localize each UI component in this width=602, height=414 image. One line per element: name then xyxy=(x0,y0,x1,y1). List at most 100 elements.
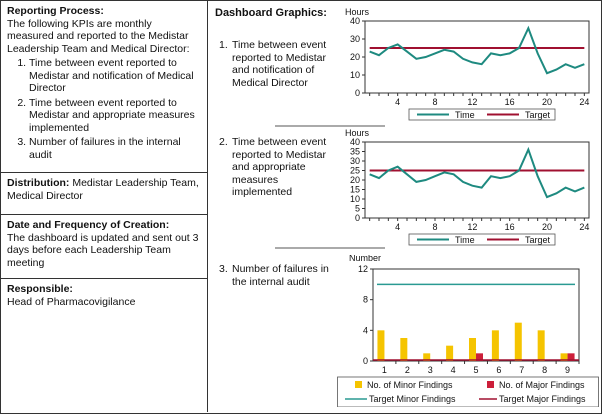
responsible-heading: Responsible: xyxy=(7,283,73,295)
y-axis-label: Hours xyxy=(345,128,370,138)
y-tick-label: 20 xyxy=(350,175,360,185)
x-tick-label: 7 xyxy=(519,365,524,375)
distribution-text: Medistar Leadership Team, Medical Direct… xyxy=(7,177,199,202)
x-tick-label: 20 xyxy=(542,222,552,232)
y-tick-label: 35 xyxy=(350,147,360,157)
dashboard-graphics-title: Dashboard Graphics: xyxy=(215,7,327,19)
y-tick-label: 25 xyxy=(350,166,360,176)
legend-target-minor-label: Target Minor Findings xyxy=(369,394,456,404)
responsible-section: Responsible: Head of Pharmacovigilance xyxy=(1,279,207,412)
legend-major-label: No. of Major Findings xyxy=(499,380,585,390)
legend-major-swatch xyxy=(487,381,494,388)
x-tick-label: 24 xyxy=(579,97,589,107)
legend-box xyxy=(408,233,556,246)
legend-minor-swatch xyxy=(355,381,362,388)
chart3-text: Number of failures in the internal audit xyxy=(232,263,329,288)
minor-findings-bar xyxy=(400,338,408,361)
frequency-section: Date and Frequency of Creation: The dash… xyxy=(1,215,207,279)
legend-time-label: Time xyxy=(455,235,475,245)
legend-target-label: Target xyxy=(525,110,551,120)
frequency-text: The dashboard is updated and sent out 3 … xyxy=(7,231,199,269)
legend-box xyxy=(337,376,599,407)
y-tick-label: 0 xyxy=(355,88,360,98)
minor-findings-bar xyxy=(423,353,431,361)
legend-time-label: Time xyxy=(455,110,475,120)
y-tick-label: 0 xyxy=(363,356,368,366)
reporting-intro: The following KPIs are monthly measured … xyxy=(7,17,190,55)
responsible-text: Head of Pharmacovigilance xyxy=(7,295,136,308)
left-column: Reporting Process: The following KPIs ar… xyxy=(1,1,208,412)
y-tick-label: 10 xyxy=(350,194,360,204)
minor-findings-bar xyxy=(560,353,568,361)
legend-target-label: Target xyxy=(525,235,551,245)
kpi-list: Time between event reported to Medistar … xyxy=(7,57,201,161)
frequency-heading: Date and Frequency of Creation: xyxy=(7,219,170,231)
y-tick-label: 20 xyxy=(350,52,360,62)
x-tick-label: 20 xyxy=(542,97,552,107)
y-tick-label: 5 xyxy=(355,204,360,214)
x-tick-label: 16 xyxy=(505,97,515,107)
chart2-number: 2. xyxy=(219,136,228,148)
kpi-item: Time between event reported to Medistar … xyxy=(29,57,201,95)
y-tick-label: 30 xyxy=(350,34,360,44)
y-tick-label: 10 xyxy=(350,70,360,80)
y-tick-label: 40 xyxy=(350,16,360,26)
distribution-heading: Distribution: xyxy=(7,177,70,189)
minor-findings-bar xyxy=(377,330,385,361)
minor-findings-bar xyxy=(446,345,454,361)
chart-notification-time: Hours 0 10 20 30 40 4 8 12 16 20 24 Time Target xyxy=(345,7,590,121)
y-axis-label: Hours xyxy=(345,7,370,17)
kpi-item: Time between event reported to Medistar … xyxy=(29,97,201,135)
chart3-number: 3. xyxy=(219,263,228,275)
major-findings-bar xyxy=(476,353,483,361)
minor-findings-bar xyxy=(491,330,499,361)
reporting-section: Reporting Process: The following KPIs ar… xyxy=(1,1,207,173)
y-tick-label: 40 xyxy=(350,137,360,147)
plot-area xyxy=(364,20,590,94)
x-tick-label: 24 xyxy=(579,222,589,232)
kpi-item: Number of failures in the internal audit xyxy=(29,136,201,161)
legend-box xyxy=(408,108,556,121)
legend-target-major-label: Target Major Findings xyxy=(499,394,586,404)
chart1-text: Time between event reported to Medistar … xyxy=(232,39,327,89)
minor-findings-bar xyxy=(537,330,545,361)
y-tick-label: 8 xyxy=(363,295,368,305)
x-tick-label: 4 xyxy=(395,97,400,107)
distribution-section: Distribution: Medistar Leadership Team, … xyxy=(1,173,207,215)
y-tick-label: 4 xyxy=(363,325,368,335)
chart2-text: Time between event reported to Medistar … xyxy=(232,136,327,198)
time-series-line xyxy=(369,146,585,199)
x-tick-label: 8 xyxy=(542,365,547,375)
legend-minor-label: No. of Minor Findings xyxy=(367,380,453,390)
minor-findings-bar xyxy=(469,338,476,361)
x-tick-label: 8 xyxy=(432,222,437,232)
x-tick-label: 12 xyxy=(467,97,477,107)
separator-2 xyxy=(275,247,385,249)
y-axis-label: Number xyxy=(349,255,381,263)
y-tick-label: 0 xyxy=(355,213,360,223)
minor-findings-bar xyxy=(514,322,522,361)
separator-1 xyxy=(275,125,385,127)
x-tick-label: 1 xyxy=(382,365,387,375)
plot-area xyxy=(364,141,590,219)
x-tick-label: 12 xyxy=(467,222,477,232)
x-tick-label: 9 xyxy=(565,365,570,375)
reporting-heading: Reporting Process: xyxy=(7,5,104,17)
dashboard-graphics-panel: Dashboard Graphics: 1. Time between even… xyxy=(209,1,600,412)
major-findings-bar xyxy=(567,353,575,361)
x-tick-label: 8 xyxy=(432,97,437,107)
x-tick-label: 5 xyxy=(473,365,478,375)
x-tick-label: 4 xyxy=(395,222,400,232)
x-tick-label: 3 xyxy=(428,365,433,375)
x-tick-label: 16 xyxy=(505,222,515,232)
x-tick-label: 4 xyxy=(451,365,456,375)
y-tick-label: 12 xyxy=(358,264,368,274)
y-tick-label: 30 xyxy=(350,156,360,166)
chart1-number: 1. xyxy=(219,39,228,51)
x-tick-label: 6 xyxy=(496,365,501,375)
y-tick-label: 15 xyxy=(350,185,360,195)
time-series-line xyxy=(369,25,585,75)
x-tick-label: 2 xyxy=(405,365,410,375)
